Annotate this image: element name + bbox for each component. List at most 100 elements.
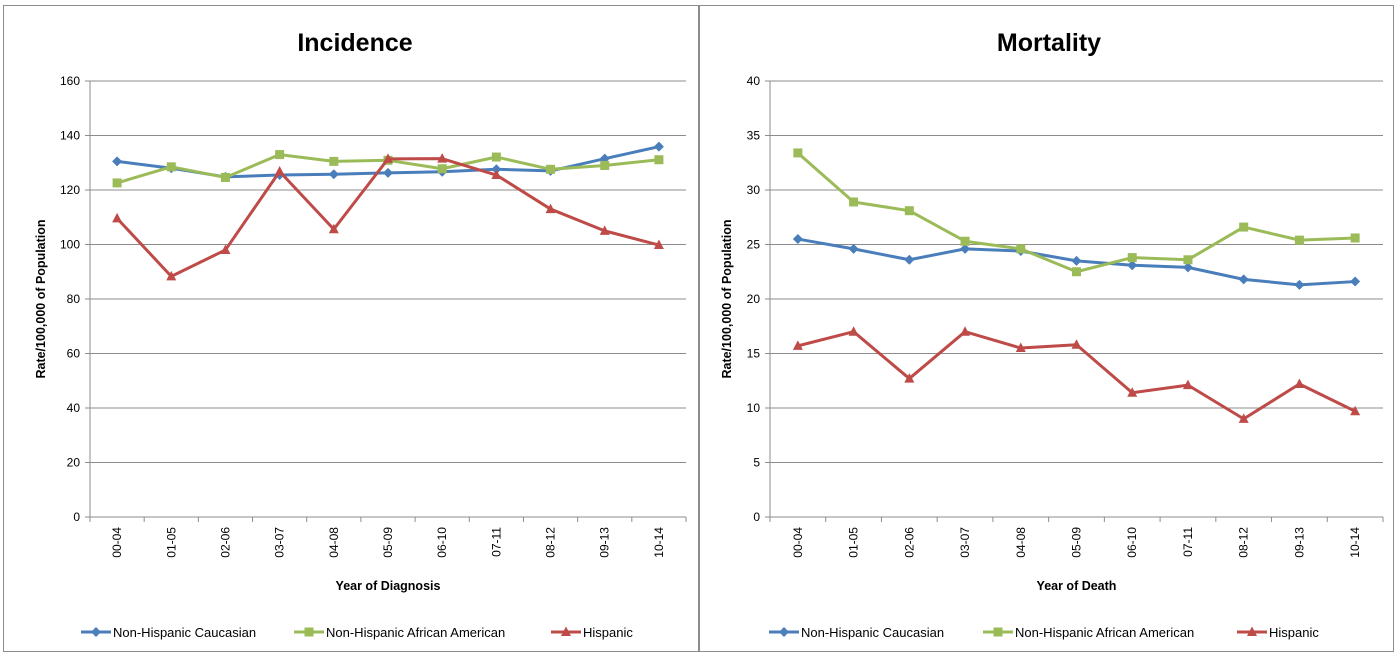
mortality-legend-item-non-hispanic-african-american: Non-Hispanic African American xyxy=(983,625,1194,640)
mortality-x-tick-label: 03-07 xyxy=(958,527,972,558)
incidence-point-hispanic xyxy=(328,223,339,234)
incidence-point-non-hispanic-caucasian xyxy=(112,156,123,167)
mortality-x-tick-label: 05-09 xyxy=(1070,527,1084,558)
mortality-point-non-hispanic-african-american xyxy=(1127,253,1137,263)
mortality-point-hispanic xyxy=(1071,339,1082,349)
mortality-point-non-hispanic-african-american xyxy=(1239,222,1249,232)
incidence-x-tick-label: 03-07 xyxy=(273,527,287,558)
mortality-legend-item-hispanic: Hispanic xyxy=(1237,625,1319,640)
mortality-y-tick-label: 25 xyxy=(747,238,761,252)
incidence-x-tick-label: 05-09 xyxy=(381,527,395,558)
incidence-y-tick-label: 0 xyxy=(73,510,80,524)
mortality-point-hispanic xyxy=(1350,405,1361,416)
mortality-point-non-hispanic-caucasian xyxy=(792,234,803,245)
mortality-series-non-hispanic-african-american xyxy=(793,148,1360,277)
incidence-point-non-hispanic-african-american xyxy=(437,164,447,174)
mortality-point-hispanic xyxy=(1127,387,1138,397)
incidence-point-non-hispanic-caucasian xyxy=(383,167,393,178)
mortality-x-tick-label: 04-08 xyxy=(1014,527,1028,558)
mortality-legend-label: Non-Hispanic Caucasian xyxy=(801,625,944,640)
incidence-series-hispanic xyxy=(112,153,664,281)
mortality-point-non-hispanic-caucasian xyxy=(1238,274,1249,285)
incidence-point-non-hispanic-caucasian xyxy=(653,141,664,152)
incidence-point-non-hispanic-african-american xyxy=(166,162,176,172)
incidence-legend-marker xyxy=(91,627,101,637)
mortality-point-hispanic xyxy=(1182,379,1193,390)
mortality-point-hispanic xyxy=(1238,413,1249,423)
incidence-point-non-hispanic-african-american xyxy=(600,160,610,170)
incidence-y-tick-label: 140 xyxy=(60,129,80,143)
mortality-point-non-hispanic-caucasian xyxy=(1294,279,1305,290)
mortality-point-non-hispanic-african-american xyxy=(793,148,803,158)
incidence-point-hispanic xyxy=(491,169,502,180)
incidence-point-hispanic xyxy=(599,225,610,235)
incidence-y-tick-label: 100 xyxy=(60,238,80,252)
incidence-point-hispanic xyxy=(166,270,177,281)
incidence-point-hispanic xyxy=(437,153,448,163)
incidence-point-non-hispanic-african-american xyxy=(329,156,339,166)
mortality-x-axis-label: Year of Death xyxy=(1037,579,1117,593)
mortality-legend-marker xyxy=(779,627,789,637)
incidence-legend-label: Non-Hispanic African American xyxy=(326,625,505,640)
incidence-y-tick-label: 160 xyxy=(60,74,80,88)
mortality-y-tick-label: 35 xyxy=(747,129,761,143)
mortality-point-hispanic xyxy=(792,340,803,350)
mortality-point-hispanic xyxy=(904,373,915,383)
incidence-x-tick-label: 00-04 xyxy=(110,527,124,558)
mortality-point-non-hispanic-caucasian xyxy=(1127,260,1138,271)
mortality-y-tick-label: 15 xyxy=(747,347,761,361)
incidence-point-non-hispanic-african-american xyxy=(654,155,664,165)
mortality-y-tick-label: 30 xyxy=(747,183,761,197)
incidence-legend-item-non-hispanic-caucasian: Non-Hispanic Caucasian xyxy=(81,625,256,640)
mortality-x-tick-label: 09-13 xyxy=(1292,527,1306,558)
incidence-chart-title: Incidence xyxy=(297,29,412,57)
mortality-point-non-hispanic-caucasian xyxy=(1071,255,1082,266)
incidence-legend-label: Non-Hispanic Caucasian xyxy=(113,625,256,640)
incidence-y-tick-label: 60 xyxy=(67,347,81,361)
incidence-chart: Incidence 0 20 40 60 80 100 120 140 160 00-04 01-05… xyxy=(34,29,687,640)
incidence-point-hispanic xyxy=(274,165,285,176)
mortality-point-non-hispanic-african-american xyxy=(960,236,970,246)
mortality-legend-item-non-hispanic-caucasian: Non-Hispanic Caucasian xyxy=(769,625,944,640)
mortality-series-non-hispanic-caucasian xyxy=(792,234,1361,290)
mortality-y-tick-label: 10 xyxy=(747,401,761,415)
mortality-point-non-hispanic-african-american xyxy=(904,206,914,216)
incidence-x-tick-label: 09-13 xyxy=(598,527,612,558)
incidence-legend-marker xyxy=(304,627,314,637)
incidence-point-non-hispanic-african-american xyxy=(275,150,285,160)
incidence-point-hispanic xyxy=(545,203,556,214)
mortality-y-tick-label: 20 xyxy=(747,292,761,306)
incidence-point-hispanic xyxy=(112,212,123,223)
mortality-legend-label: Hispanic xyxy=(1269,625,1319,640)
mortality-point-non-hispanic-caucasian xyxy=(960,243,971,254)
mortality-point-hispanic xyxy=(1294,378,1305,389)
incidence-x-tick-label: 10-14 xyxy=(652,527,666,558)
mortality-chart: Mortality 0 5 10 15 20 25 30 35 40 00-04 01-05 02-06… xyxy=(720,29,1384,640)
mortality-point-non-hispanic-african-american xyxy=(1072,267,1081,277)
incidence-chart-panel: Incidence 0 20 40 60 80 100 120 140 160 00-04 01-05… xyxy=(3,5,699,652)
mortality-legend-label: Non-Hispanic African American xyxy=(1015,625,1194,640)
incidence-y-tick-label: 120 xyxy=(60,183,80,197)
mortality-point-non-hispanic-caucasian xyxy=(1182,262,1193,273)
mortality-x-tick-label: 08-12 xyxy=(1237,527,1251,558)
incidence-legend-label: Hispanic xyxy=(583,625,633,640)
mortality-point-non-hispanic-african-american xyxy=(1183,255,1193,265)
mortality-point-non-hispanic-caucasian xyxy=(848,243,859,254)
incidence-x-tick-label: 01-05 xyxy=(164,527,178,558)
mortality-x-tick-label: 06-10 xyxy=(1125,527,1139,558)
mortality-x-tick-label: 10-14 xyxy=(1348,527,1362,558)
incidence-point-non-hispanic-african-american xyxy=(220,172,230,182)
incidence-x-axis-label: Year of Diagnosis xyxy=(336,579,441,593)
mortality-y-tick-label: 40 xyxy=(747,74,761,88)
incidence-point-hispanic xyxy=(653,239,664,250)
mortality-point-non-hispanic-african-american xyxy=(849,197,859,207)
incidence-y-axis-label: Rate/100,000 of Population xyxy=(34,219,48,378)
incidence-point-hispanic xyxy=(383,153,393,163)
incidence-x-tick-label: 04-08 xyxy=(327,527,341,558)
incidence-legend-item-hispanic: Hispanic xyxy=(551,625,633,640)
mortality-point-non-hispanic-caucasian xyxy=(904,254,915,265)
incidence-point-non-hispanic-african-american xyxy=(491,152,501,162)
incidence-x-tick-label: 06-10 xyxy=(435,527,449,558)
incidence-x-tick-label: 07-11 xyxy=(489,527,503,557)
incidence-point-non-hispanic-african-american xyxy=(546,164,556,174)
